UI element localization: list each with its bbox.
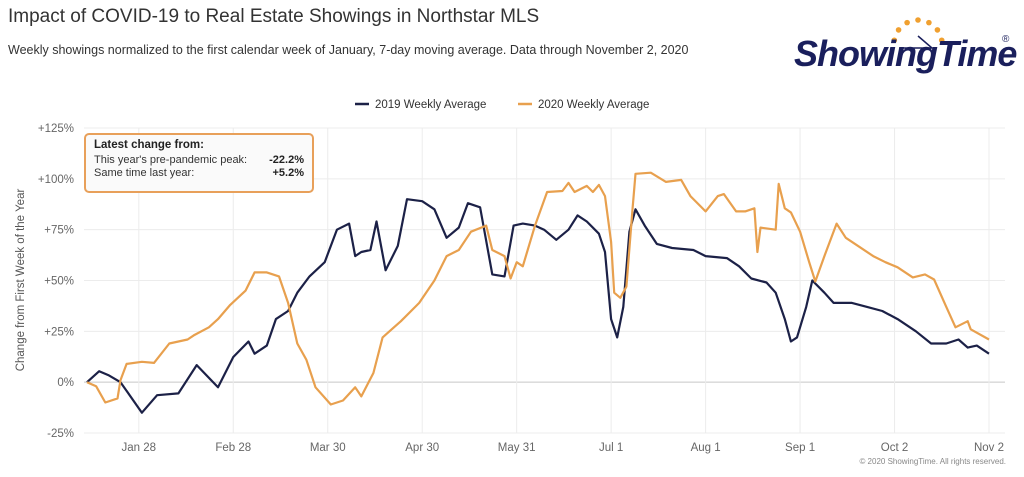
y-tick-label: +100% (38, 174, 74, 186)
callout-row-peak: This year's pre-pandemic peak: -22.2% (94, 154, 304, 167)
x-tick-label: Sep 1 (785, 442, 815, 454)
x-tick-label: Nov 2 (974, 442, 1004, 454)
x-tick-label: Oct 2 (881, 442, 908, 454)
y-axis: -25% 0% +25% +50% +75% +100% +125% (38, 123, 74, 440)
legend: 2019 Weekly Average 2020 Weekly Average (355, 99, 649, 111)
y-tick-label: +125% (38, 123, 74, 135)
logo-dot (915, 17, 921, 23)
y-tick-label: +50% (44, 276, 74, 288)
series-line-2019 (86, 198, 990, 414)
x-tick-label: Mar 30 (310, 442, 346, 454)
logo-dots-icon (891, 17, 945, 44)
x-tick-label: Apr 30 (405, 442, 439, 454)
callout-label: Same time last year: (94, 167, 195, 179)
callout-heading: Latest change from: (94, 139, 204, 151)
logo-dot (895, 27, 902, 33)
x-tick-label: Jan 28 (122, 442, 157, 454)
logo-dot (926, 19, 932, 26)
series-line-2020 (86, 171, 990, 406)
y-tick-label: -25% (47, 428, 74, 440)
logo-text: ShowingTime (794, 33, 1017, 74)
x-tick-label: Feb 28 (215, 442, 251, 454)
callout-label: This year's pre-pandemic peak: (94, 154, 248, 166)
y-tick-label: 0% (57, 377, 74, 389)
chart-title: Impact of COVID-19 to Real Estate Showin… (8, 6, 540, 27)
x-axis: Jan 28 Feb 28 Mar 30 Apr 30 May 31 Jul 1 Aug 1… (122, 442, 1004, 454)
series-lines (86, 171, 990, 414)
y-tick-label: +25% (44, 326, 74, 338)
logo-dot (934, 27, 941, 33)
copyright: © 2020 ShowingTime. All rights reserved. (859, 457, 1006, 466)
showingtime-logo: ShowingTime ® (794, 17, 1018, 74)
logo-registered-mark: ® (1002, 34, 1010, 45)
y-tick-label: +75% (44, 225, 74, 237)
x-tick-label: Jul 1 (599, 442, 623, 454)
logo-dot (891, 37, 898, 44)
callout-row-last-year: Same time last year: +5.2% (94, 167, 304, 180)
y-axis-label: Change from First Week of the Year (15, 189, 27, 372)
logo-clock-hand-icon (902, 35, 935, 49)
callout-value: +5.2% (272, 167, 305, 179)
logo-dot (904, 19, 910, 26)
chart-subtitle: Weekly showings normalized to the first … (8, 43, 689, 57)
callout-value: -22.2% (269, 154, 304, 166)
x-tick-label: Aug 1 (691, 442, 721, 454)
latest-change-callout: Latest change from: This year's pre-pand… (84, 133, 314, 193)
legend-item[interactable]: 2020 Weekly Average (538, 99, 649, 111)
logo-dot (938, 37, 945, 44)
legend-item[interactable]: 2019 Weekly Average (375, 99, 486, 111)
x-tick-label: May 31 (498, 442, 536, 454)
